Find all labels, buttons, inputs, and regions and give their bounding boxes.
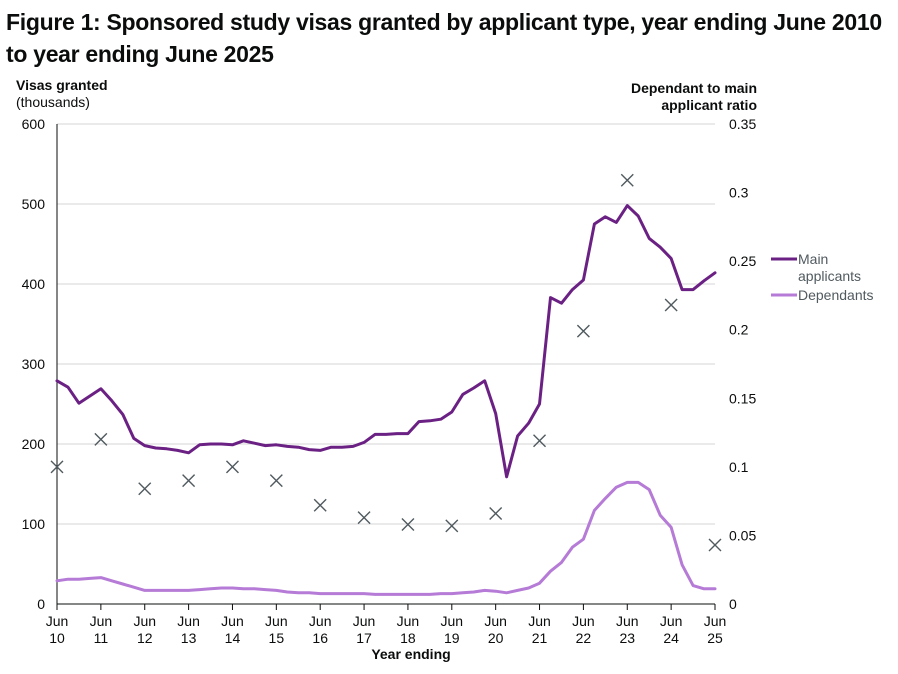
ratio-marker: [94, 432, 108, 446]
right-y-tick-label: 0.05: [729, 527, 756, 543]
ratio-marker: [664, 298, 678, 312]
ratio-marker: [401, 517, 415, 531]
x-tick-label-month: Jun: [90, 613, 113, 629]
left-y-tick-label: 100: [22, 516, 46, 532]
left-axis-subtitle: (thousands): [16, 94, 90, 110]
gridlines: [57, 123, 715, 525]
x-tick-label-month: Jun: [528, 613, 551, 629]
x-tick-label-year: 21: [532, 630, 548, 646]
x-tick-label-year: 18: [400, 630, 416, 646]
ratio-marker: [489, 506, 503, 520]
x-tick-label-year: 13: [181, 630, 197, 646]
ratio-marker: [357, 511, 371, 525]
x-tick-label-year: 11: [94, 630, 109, 646]
x-tick-label-month: Jun: [616, 613, 639, 629]
x-tick-label-year: 10: [49, 630, 65, 646]
x-tick-label-year: 15: [269, 630, 285, 646]
right-y-tick-label: 0.15: [729, 390, 756, 406]
x-tick-label-year: 25: [707, 630, 723, 646]
axes: 0 100 200 300 400 500 600 0 0.05 0.1 0.15 0.2 0.25 0.…: [22, 116, 757, 646]
x-tick-label-year: 16: [312, 630, 328, 646]
ratio-marker: [708, 538, 722, 552]
chart-title: Figure 1: Sponsored study visas granted …: [6, 9, 882, 67]
x-tick-label-month: Jun: [177, 613, 200, 629]
ratio-marker: [269, 474, 283, 488]
x-tick-label-month: Jun: [441, 613, 464, 629]
x-tick-label-month: Jun: [309, 613, 332, 629]
x-tick-label-month: Jun: [484, 613, 507, 629]
x-tick-label-month: Jun: [353, 613, 376, 629]
right-y-tick-label: 0.35: [729, 116, 756, 132]
left-y-tick-label: 600: [22, 116, 46, 132]
right-y-tick-label: 0.1: [729, 459, 749, 475]
right-axis-title-line-1: Dependant to main: [631, 80, 757, 96]
x-tick-label-month: Jun: [572, 613, 595, 629]
legend-label: Dependants: [798, 287, 874, 303]
x-tick-label-month: Jun: [221, 613, 244, 629]
x-tick-label-year: 14: [225, 630, 241, 646]
x-tick-label-month: Jun: [704, 613, 727, 629]
x-tick-label-year: 20: [488, 630, 504, 646]
series-line-main-applicants: [55, 204, 717, 479]
ratio-marker: [313, 498, 327, 512]
left-axis-title: Visas granted: [16, 77, 108, 93]
right-y-tick-label: 0.3: [729, 185, 749, 201]
axis-labels: Visas granted (thousands) Dependant to m…: [16, 77, 757, 662]
legend-label: applicants: [798, 268, 861, 284]
ratio-marker: [620, 173, 634, 187]
right-y-tick-label: 0.2: [729, 322, 749, 338]
x-tick-label-year: 24: [663, 630, 679, 646]
x-tick-label-year: 23: [619, 630, 635, 646]
x-tick-label-year: 12: [137, 630, 153, 646]
x-tick-label-month: Jun: [265, 613, 288, 629]
ratio-marker: [138, 482, 152, 496]
x-tick-label-month: Jun: [660, 613, 683, 629]
right-axis-title-line-2: applicant ratio: [661, 97, 757, 113]
ratio-marker: [182, 474, 196, 488]
series-layer: [50, 173, 722, 596]
ratio-marker: [445, 519, 459, 533]
right-y-tick-label: 0: [729, 596, 737, 612]
x-tick-label-month: Jun: [133, 613, 156, 629]
series-line-dependants: [55, 480, 717, 596]
x-tick-label-year: 19: [444, 630, 460, 646]
ratio-marker: [576, 324, 590, 338]
left-y-tick-label: 0: [37, 596, 45, 612]
ratio-marker: [225, 460, 239, 474]
ratio-marker: [533, 434, 547, 448]
left-y-tick-label: 400: [22, 276, 46, 292]
right-y-tick-label: 0.25: [729, 253, 756, 269]
x-tick-label-year: 17: [356, 630, 372, 646]
ratio-marker: [50, 460, 64, 474]
left-y-tick-label: 200: [22, 436, 46, 452]
x-axis-title: Year ending: [371, 646, 450, 662]
left-y-tick-label: 500: [22, 196, 46, 212]
left-y-tick-label: 300: [22, 356, 46, 372]
x-tick-label-year: 22: [576, 630, 592, 646]
legend-label: Main: [798, 251, 828, 267]
x-tick-label-month: Jun: [46, 613, 69, 629]
x-tick-label-month: Jun: [397, 613, 420, 629]
